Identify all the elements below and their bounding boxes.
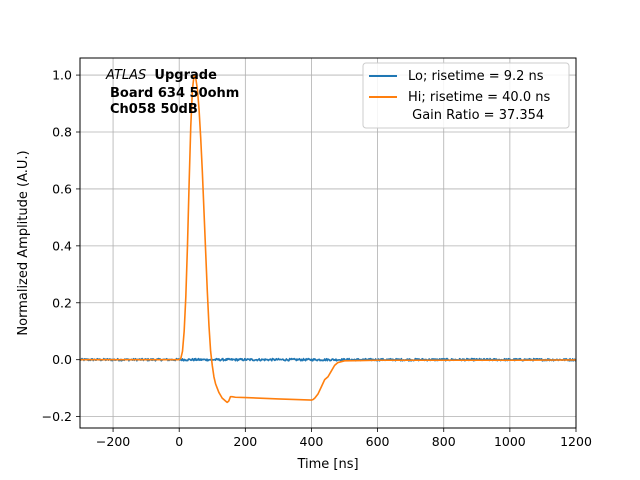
y-tick-label: 0.0 xyxy=(52,352,72,367)
x-tick-label: −200 xyxy=(96,434,130,449)
annotation-line2: Board 634 50ohm xyxy=(110,86,239,101)
x-axis: −200 0 200 400 600 800 1000 1200 xyxy=(96,428,592,449)
y-axis-label: Normalized Amplitude (A.U.) xyxy=(16,150,31,335)
series-line-1 xyxy=(80,74,577,404)
legend-box xyxy=(362,62,570,129)
annotation-atlas: ATLAS xyxy=(105,68,146,83)
y-tick-label: 0.4 xyxy=(52,238,72,253)
series-layer xyxy=(79,74,577,404)
x-tick-label: 400 xyxy=(300,434,324,449)
x-axis-label: Time [ns] xyxy=(296,457,358,472)
x-tick-label: 200 xyxy=(233,434,257,449)
x-tick-label: 800 xyxy=(432,434,456,449)
legend: Lo; risetime = 9.2 ns Hi; risetime = 40.… xyxy=(362,62,570,129)
y-tick-label: 1.0 xyxy=(52,68,72,83)
annotation-upgrade: Upgrade xyxy=(154,68,217,83)
legend-label-hi: Hi; risetime = 40.0 ns xyxy=(408,90,550,105)
x-tick-label: 600 xyxy=(366,434,390,449)
y-tick-label: −0.2 xyxy=(42,409,72,424)
y-tick-label: 0.6 xyxy=(52,181,72,196)
annotation: ATLAS Upgrade Board 634 50ohm Ch058 50dB xyxy=(105,68,239,117)
y-tick-label: 0.2 xyxy=(52,295,72,310)
x-tick-label: 0 xyxy=(175,434,183,449)
y-tick-label: 0.8 xyxy=(52,125,72,140)
x-tick-label: 1000 xyxy=(494,434,526,449)
annotation-line3: Ch058 50dB xyxy=(110,102,198,117)
annotation-line1: ATLAS Upgrade xyxy=(105,68,217,83)
y-axis: −0.2 0.0 0.2 0.4 0.6 0.8 1.0 xyxy=(42,68,80,424)
x-tick-label: 1200 xyxy=(560,434,592,449)
legend-label-lo: Lo; risetime = 9.2 ns xyxy=(408,69,544,84)
plot-frame xyxy=(79,57,577,429)
legend-label-hi-gain: Gain Ratio = 37.354 xyxy=(408,108,544,123)
